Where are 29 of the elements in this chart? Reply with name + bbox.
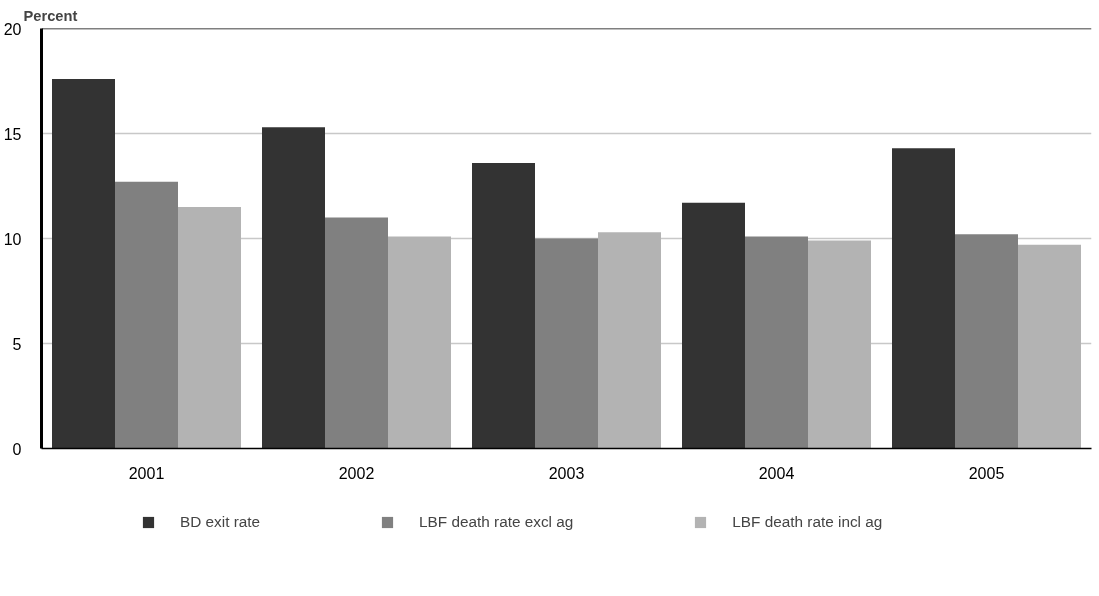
bar bbox=[1018, 244, 1081, 449]
bar bbox=[808, 240, 871, 449]
x-tick-label: 2003 bbox=[548, 464, 585, 482]
y-tick-label: 5 bbox=[12, 335, 22, 353]
bar bbox=[955, 234, 1018, 449]
x-tick-label: 2002 bbox=[338, 464, 375, 482]
bar bbox=[535, 238, 598, 449]
y-tick-label: 10 bbox=[3, 230, 22, 248]
legend-label: LBF death rate excl ag bbox=[419, 513, 574, 531]
x-tick-label: 2001 bbox=[128, 464, 165, 482]
x-tick-label: 2005 bbox=[968, 464, 1005, 482]
bar bbox=[745, 236, 808, 449]
y-tick-label: 20 bbox=[3, 20, 22, 38]
x-tick-label: 2004 bbox=[758, 464, 795, 482]
y-axis-title: Percent bbox=[23, 7, 78, 24]
bar bbox=[598, 232, 661, 449]
bar bbox=[325, 217, 388, 449]
bar bbox=[472, 162, 535, 449]
bar bbox=[892, 148, 955, 449]
bar bbox=[262, 127, 325, 449]
bar bbox=[388, 236, 451, 449]
bar bbox=[52, 78, 115, 449]
bar bbox=[178, 207, 241, 449]
y-tick-label: 0 bbox=[12, 440, 22, 458]
bar bbox=[682, 202, 745, 449]
legend-label: LBF death rate incl ag bbox=[732, 513, 883, 531]
y-tick-label: 15 bbox=[3, 125, 22, 143]
bar bbox=[115, 181, 178, 449]
legend-label: BD exit rate bbox=[180, 513, 261, 531]
